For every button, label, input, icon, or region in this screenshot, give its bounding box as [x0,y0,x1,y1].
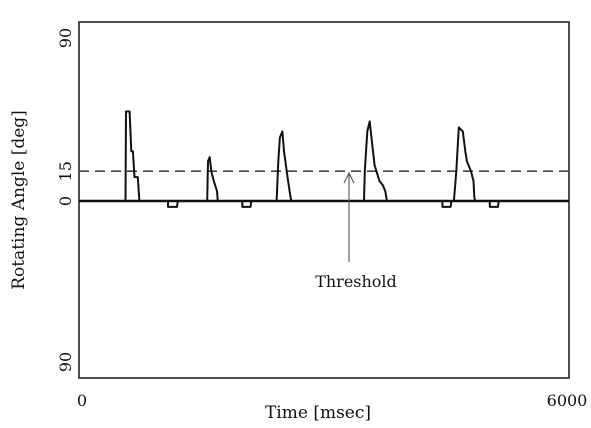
y-axis-title: Rotating Angle [deg] [9,110,29,290]
x-tick-label-end: 6000 [547,391,588,410]
y-tick-labels: 90 15 0 90 [56,28,75,372]
threshold-arrow-head [343,171,355,184]
y-tick-label: 90 [56,352,75,372]
x-tick-label-start: 0 [77,391,87,410]
series-line [79,110,569,208]
x-axis-title: Time [msec] [265,403,371,423]
y-tick-label: 15 [56,161,75,181]
y-tick-label: 90 [56,28,75,48]
y-tick-label: 0 [56,196,75,206]
threshold-label: Threshold [315,272,397,291]
